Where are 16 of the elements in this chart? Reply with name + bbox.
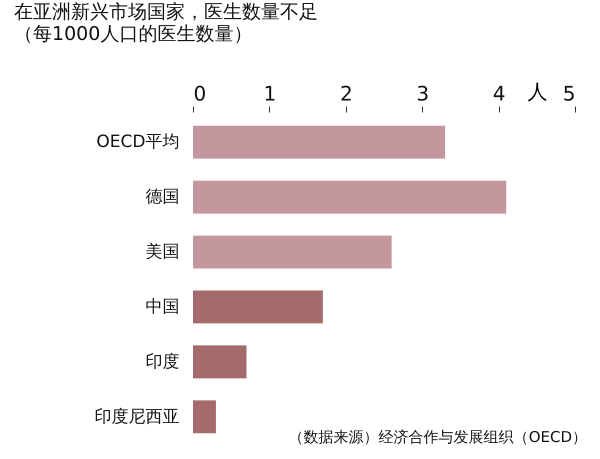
y-tick-label: 中国: [146, 296, 180, 317]
x-tick-label: 2: [340, 82, 353, 106]
y-tick-label: 印度: [146, 352, 180, 372]
x-tick-label: 4: [492, 82, 506, 106]
chart-title: 在亚洲新兴市场国家，医生数量不足: [14, 1, 318, 23]
x-tick-label: 3: [416, 82, 430, 106]
y-tick-label: 印度尼西亚: [94, 406, 180, 427]
x-tick-label: 0: [194, 82, 206, 106]
chart-subtitle: （每1000人口的医生数量）: [14, 23, 252, 45]
x-axis-title: 人: [527, 80, 548, 104]
x-tick-label: 5: [562, 82, 576, 106]
y-tick-label: 美国: [146, 242, 180, 262]
y-tick-label: OECD平均: [96, 132, 180, 152]
annotation: （数据来源）经济合作与发展组织（OECD）: [288, 428, 587, 446]
x-tick-label: 1: [264, 82, 276, 106]
y-tick-label: 德国: [146, 187, 180, 208]
